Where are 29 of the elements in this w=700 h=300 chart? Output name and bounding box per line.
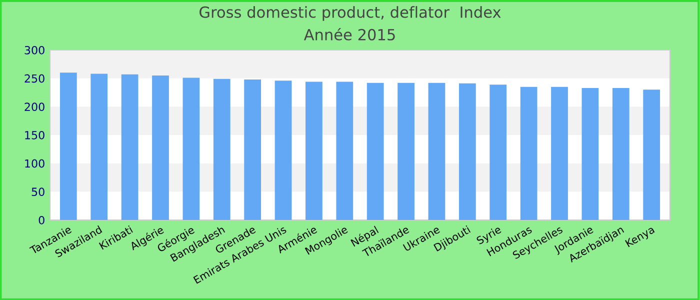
bar xyxy=(490,84,507,220)
y-tick-label: 150 xyxy=(25,130,44,140)
chart-title: Gross domestic product, deflator Index xyxy=(200,6,501,21)
bar xyxy=(643,90,660,220)
bar xyxy=(182,78,200,220)
y-tick-label: 0 xyxy=(38,216,44,224)
bar xyxy=(152,76,169,220)
y-tick-label: 250 xyxy=(24,74,44,83)
bar xyxy=(458,83,476,220)
bar xyxy=(398,82,414,220)
y-tick-label: 300 xyxy=(24,46,44,54)
bar xyxy=(213,78,230,220)
bar xyxy=(244,79,262,220)
bar xyxy=(582,88,599,220)
bar xyxy=(274,80,292,220)
bar xyxy=(121,74,138,220)
bar xyxy=(306,82,322,220)
bar xyxy=(366,82,384,220)
bar xyxy=(90,74,108,220)
bar xyxy=(551,86,568,220)
bar xyxy=(428,82,446,220)
y-tick-label: 50 xyxy=(32,188,44,196)
y-tick-label: 200 xyxy=(24,102,44,112)
bar xyxy=(612,88,630,220)
bar xyxy=(60,72,77,220)
bar xyxy=(336,82,354,220)
y-tick-label: 100 xyxy=(25,159,44,168)
bar xyxy=(520,86,538,220)
chart-subtitle: Année 2015 xyxy=(304,28,395,40)
